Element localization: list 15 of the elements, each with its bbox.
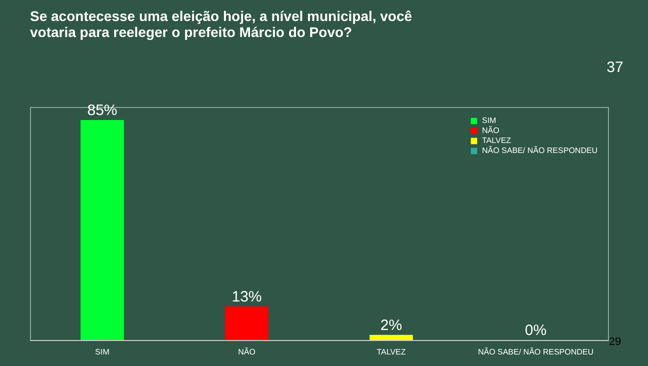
legend-label: SIM xyxy=(482,116,497,125)
data-label: 13% xyxy=(232,288,262,306)
x-tick-label: NÃO SABE/ NÃO RESPONDEU xyxy=(478,346,594,356)
data-label: 85% xyxy=(87,102,118,119)
legend-label: NÃO xyxy=(482,125,500,135)
x-tick-label: TALVEZ xyxy=(376,348,406,356)
text: 37 xyxy=(606,59,624,76)
text: 29 xyxy=(608,336,622,348)
x-tick-label: SIM xyxy=(95,348,110,356)
data-label: 0% xyxy=(524,322,547,339)
legend-label: TALVEZ xyxy=(482,136,512,145)
legend-label: NÃO SABE/ NÃO RESPONDEU xyxy=(482,145,598,155)
chart-title: Se acontecesse uma eleição hoje, a nível municipal, você votaria para reeleger o prefeito Márcio do Povo? xyxy=(30,8,412,40)
x-tick-label: NÃO xyxy=(238,346,256,356)
data-label: 2% xyxy=(380,316,402,334)
